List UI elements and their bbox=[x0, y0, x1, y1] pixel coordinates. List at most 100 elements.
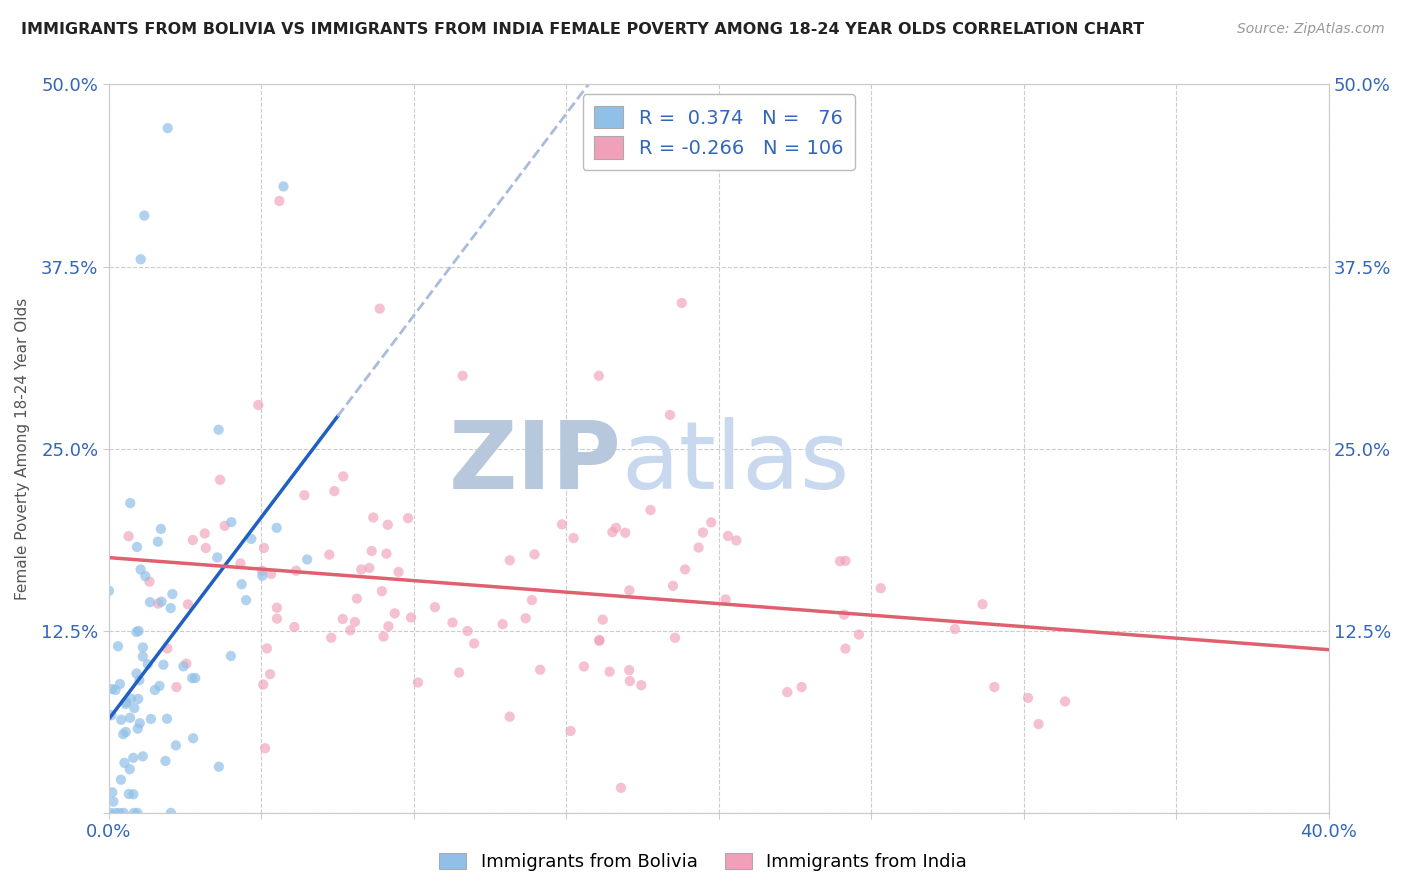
Point bbox=[252, 568, 274, 582]
Point bbox=[118, 762, 141, 776]
Point bbox=[194, 526, 217, 541]
Point bbox=[399, 610, 422, 624]
Point bbox=[143, 683, 166, 698]
Point bbox=[162, 587, 184, 601]
Point bbox=[125, 624, 148, 639]
Point bbox=[177, 598, 200, 612]
Point bbox=[346, 591, 368, 606]
Text: IMMIGRANTS FROM BOLIVIA VS IMMIGRANTS FROM INDIA FEMALE POVERTY AMONG 18-24 YEAR: IMMIGRANTS FROM BOLIVIA VS IMMIGRANTS FR… bbox=[21, 22, 1144, 37]
Point bbox=[114, 756, 136, 770]
Point bbox=[129, 252, 152, 267]
Point bbox=[156, 121, 179, 136]
Point bbox=[368, 301, 391, 316]
Point bbox=[441, 615, 464, 630]
Point bbox=[1017, 690, 1039, 705]
Point bbox=[134, 569, 156, 583]
Point bbox=[451, 368, 474, 383]
Point bbox=[943, 622, 966, 636]
Point bbox=[112, 805, 135, 820]
Point bbox=[118, 787, 141, 801]
Point bbox=[132, 649, 155, 664]
Point bbox=[104, 805, 127, 820]
Point bbox=[834, 641, 856, 656]
Point bbox=[619, 583, 641, 598]
Point bbox=[295, 552, 318, 566]
Point bbox=[457, 624, 479, 638]
Point bbox=[156, 712, 179, 726]
Point bbox=[664, 631, 686, 645]
Point bbox=[332, 612, 354, 626]
Point bbox=[207, 423, 229, 437]
Point bbox=[617, 663, 640, 677]
Point bbox=[551, 517, 574, 532]
Point bbox=[266, 521, 288, 535]
Point bbox=[832, 607, 855, 622]
Point bbox=[240, 532, 263, 546]
Point bbox=[129, 562, 152, 576]
Point bbox=[122, 787, 145, 801]
Point bbox=[360, 544, 382, 558]
Point bbox=[599, 665, 621, 679]
Point bbox=[602, 525, 624, 540]
Point bbox=[207, 550, 229, 565]
Point bbox=[208, 760, 231, 774]
Point bbox=[640, 503, 662, 517]
Point bbox=[266, 612, 288, 626]
Point bbox=[560, 724, 582, 739]
Point bbox=[294, 488, 316, 502]
Point bbox=[136, 657, 159, 672]
Point bbox=[361, 510, 384, 524]
Point bbox=[523, 548, 546, 562]
Point bbox=[101, 785, 124, 799]
Point bbox=[848, 627, 870, 641]
Point bbox=[605, 521, 627, 535]
Point bbox=[150, 595, 173, 609]
Point bbox=[174, 657, 197, 671]
Point bbox=[588, 633, 610, 648]
Point bbox=[828, 554, 851, 568]
Point bbox=[373, 630, 395, 644]
Point bbox=[114, 725, 136, 739]
Point bbox=[515, 611, 537, 625]
Point bbox=[700, 516, 723, 530]
Point bbox=[139, 712, 162, 726]
Point bbox=[318, 548, 340, 562]
Point bbox=[101, 681, 124, 696]
Point bbox=[377, 619, 399, 633]
Point bbox=[156, 641, 179, 656]
Point bbox=[614, 525, 637, 540]
Point bbox=[671, 296, 693, 310]
Point bbox=[283, 620, 305, 634]
Point bbox=[339, 624, 361, 638]
Point bbox=[610, 780, 633, 795]
Point bbox=[120, 496, 142, 510]
Point bbox=[120, 691, 142, 706]
Point bbox=[125, 666, 148, 681]
Point bbox=[725, 533, 748, 548]
Point bbox=[790, 680, 813, 694]
Point bbox=[152, 657, 174, 672]
Point bbox=[146, 534, 169, 549]
Point bbox=[714, 592, 737, 607]
Point bbox=[181, 731, 204, 746]
Point bbox=[112, 727, 135, 741]
Point bbox=[285, 564, 308, 578]
Point bbox=[122, 805, 145, 820]
Point bbox=[132, 640, 155, 655]
Point bbox=[114, 697, 136, 711]
Point bbox=[1028, 717, 1050, 731]
Point bbox=[529, 663, 551, 677]
Point bbox=[247, 398, 270, 412]
Point bbox=[834, 554, 856, 568]
Point bbox=[127, 692, 149, 706]
Point bbox=[423, 600, 446, 615]
Point bbox=[592, 613, 614, 627]
Point bbox=[98, 805, 121, 820]
Point bbox=[209, 473, 232, 487]
Point bbox=[181, 533, 204, 547]
Point bbox=[100, 708, 122, 723]
Point bbox=[260, 566, 283, 581]
Point bbox=[254, 741, 277, 756]
Point bbox=[128, 673, 150, 688]
Point bbox=[122, 751, 145, 765]
